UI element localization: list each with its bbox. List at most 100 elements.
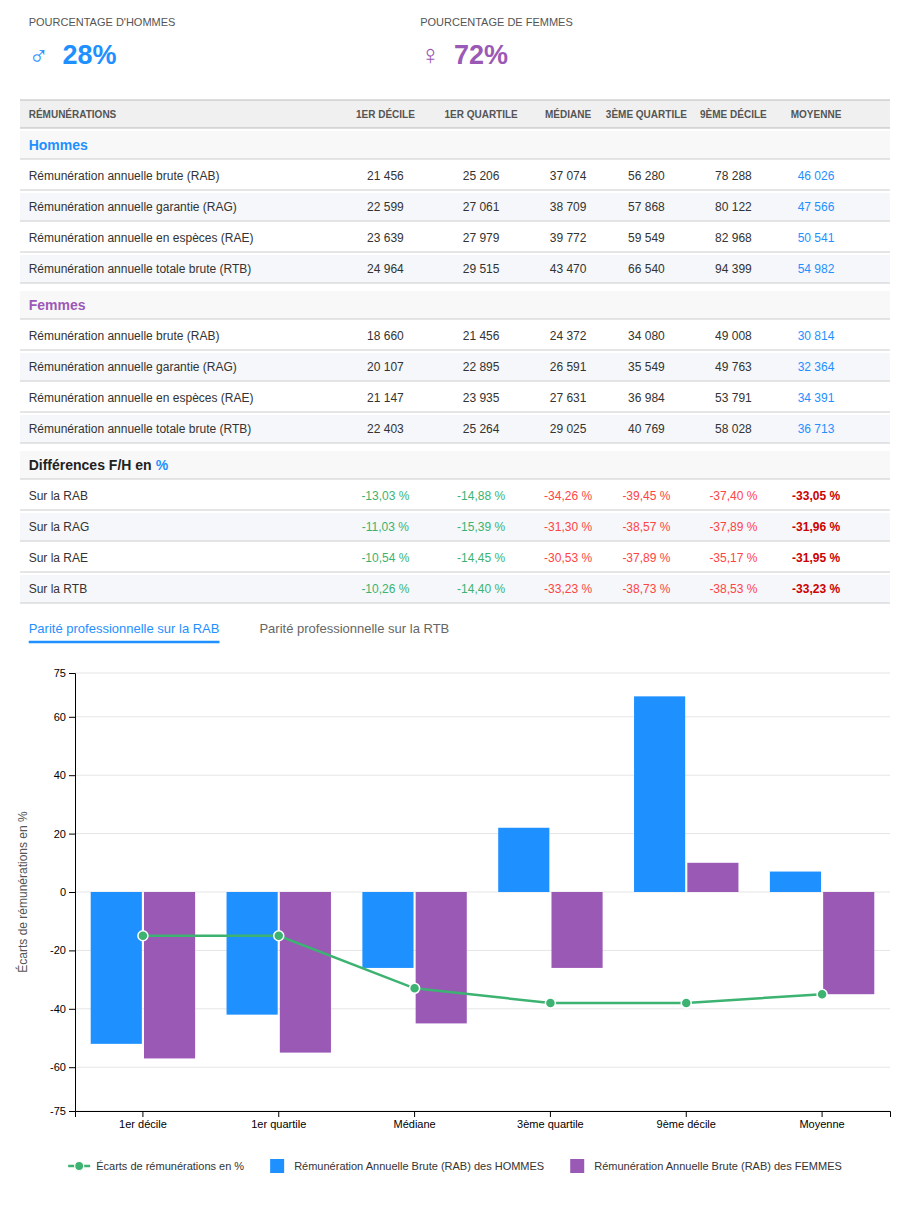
row-label: Rémunération annuelle totale brute (RTB) xyxy=(29,422,252,436)
bar xyxy=(416,892,467,1023)
table-row: Rémunération annuelle totale brute (RTB)… xyxy=(20,415,890,443)
section-background xyxy=(20,451,890,479)
column-header: MÉDIANE xyxy=(545,108,591,120)
grid-line xyxy=(75,716,890,717)
tick-label: 40 xyxy=(54,769,66,781)
table-row: Rémunération annuelle brute (RAB)18 6602… xyxy=(20,329,890,350)
legend-item: Rémunération Annuelle Brute (RAB) des FE… xyxy=(570,1159,842,1173)
grid-line xyxy=(75,1008,890,1009)
column-header: 3ÈME QUARTILE xyxy=(606,108,687,120)
cell: 26 591 xyxy=(550,360,587,374)
cell: 22 895 xyxy=(463,360,500,374)
tick: 20 xyxy=(54,828,75,840)
canvas: POURCENTAGE D'HOMMES♂28%POURCENTAGE DE F… xyxy=(0,0,910,1206)
row-rule xyxy=(20,412,890,413)
row-rule xyxy=(20,443,890,444)
bar xyxy=(144,892,195,1058)
grid-line xyxy=(75,950,890,951)
cell: -30,53 % xyxy=(544,551,592,565)
axis-line xyxy=(69,674,76,1112)
cell: -11,03 % xyxy=(362,520,409,534)
tick-label: 75 xyxy=(54,667,66,679)
tick: Médiane xyxy=(393,1111,435,1130)
point xyxy=(545,998,555,1008)
header-rule xyxy=(20,128,890,129)
row-label: Sur la RTB xyxy=(29,582,87,596)
legend-swatch xyxy=(75,1162,84,1171)
grid-line xyxy=(75,833,890,834)
row-stripe xyxy=(20,353,890,381)
cell: 35 549 xyxy=(628,360,665,374)
cell: -34,26 % xyxy=(544,489,592,503)
cell: -38,73 % xyxy=(622,582,670,596)
line xyxy=(143,936,822,1003)
section-name: Hommes xyxy=(29,137,88,153)
cell: 80 122 xyxy=(715,200,752,214)
tab: Parité professionnelle sur la RTB xyxy=(259,621,449,636)
cell: -14,88 % xyxy=(457,489,505,503)
cell: 24 964 xyxy=(367,262,404,276)
row-stripe xyxy=(20,575,890,603)
page: POURCENTAGE D'HOMMES♂28%POURCENTAGE DE F… xyxy=(0,0,910,1206)
cell: 38 709 xyxy=(550,200,587,214)
cell: 32 364 xyxy=(798,360,835,374)
row-label: Sur la RAB xyxy=(29,489,88,503)
tab: Parité professionnelle sur la RAB xyxy=(29,621,220,636)
row-rule xyxy=(20,541,890,542)
cell: -33,23 % xyxy=(792,582,840,596)
tick-label: 1er décile xyxy=(119,1118,167,1130)
tick-label: Médiane xyxy=(393,1118,435,1130)
cell: -14,40 % xyxy=(457,582,505,596)
row-rule xyxy=(20,603,890,604)
tick: 75 xyxy=(54,667,75,679)
marks xyxy=(91,696,875,1058)
row-rule xyxy=(20,319,890,320)
cell: -38,57 % xyxy=(622,520,670,534)
bar xyxy=(823,892,874,994)
cell: 94 399 xyxy=(715,262,752,276)
cell: 58 028 xyxy=(715,422,752,436)
cell: 56 280 xyxy=(628,169,665,183)
kpi-number: 72% xyxy=(454,40,508,70)
tick: 3ème quartile xyxy=(517,1111,584,1130)
line-series xyxy=(138,931,827,1008)
tick-label: -60 xyxy=(50,1061,66,1073)
point xyxy=(681,998,691,1008)
cell: 66 540 xyxy=(628,262,665,276)
cell: -15,39 % xyxy=(457,520,505,534)
row-rule xyxy=(20,159,890,160)
cell: 36 713 xyxy=(798,422,835,436)
tick-mark xyxy=(69,673,75,674)
table: POURCENTAGE D'HOMMES♂28%POURCENTAGE DE F… xyxy=(20,16,890,642)
grid-line xyxy=(75,775,890,776)
grid-line xyxy=(75,1067,890,1068)
cell: 21 456 xyxy=(463,329,500,343)
tab-underline xyxy=(29,641,220,644)
section-unit: % xyxy=(156,457,169,473)
cell: -37,89 % xyxy=(709,520,757,534)
tick: 60 xyxy=(54,711,75,723)
tick-mark xyxy=(686,1111,687,1117)
table-row: Rémunération annuelle en espèces (RAE)23… xyxy=(20,231,890,252)
cell: -14,45 % xyxy=(457,551,505,565)
cell: -38,53 % xyxy=(709,582,757,596)
cell: -31,95 % xyxy=(792,551,840,565)
cell: 78 288 xyxy=(715,169,752,183)
section-name: Différences F/H en xyxy=(29,457,152,473)
row-rule xyxy=(20,221,890,222)
column-header: RÉMUNÉRATIONS xyxy=(29,108,117,120)
point xyxy=(274,931,284,941)
section-background xyxy=(20,131,890,159)
tick: 1er décile xyxy=(119,1111,167,1130)
header-background xyxy=(20,100,890,128)
row-label: Sur la RAE xyxy=(29,551,88,565)
cell: -39,45 % xyxy=(622,489,670,503)
tick-label: Moyenne xyxy=(799,1118,844,1130)
row-rule xyxy=(20,283,890,284)
cell: 23 935 xyxy=(463,391,500,405)
cell: 29 515 xyxy=(463,262,500,276)
row-stripe xyxy=(20,193,890,221)
row-label: Rémunération annuelle totale brute (RTB) xyxy=(29,262,252,276)
section: FemmesRémunération annuelle brute (RAB)1… xyxy=(20,291,890,443)
row-label: Rémunération annuelle brute (RAB) xyxy=(29,169,220,183)
